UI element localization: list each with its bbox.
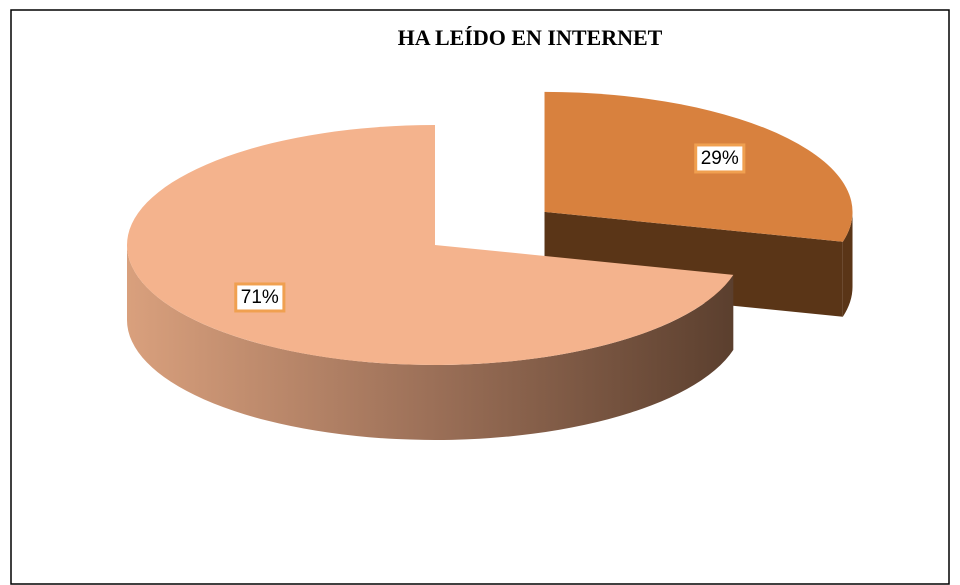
chart-title: HA LEÍDO EN INTERNET [398,25,663,50]
data-label: 29% [701,148,739,169]
slice-side [127,245,734,441]
data-label: 71% [241,287,279,308]
data-label-box [694,143,746,174]
data-label-box [234,282,286,313]
slice-side [842,211,853,317]
